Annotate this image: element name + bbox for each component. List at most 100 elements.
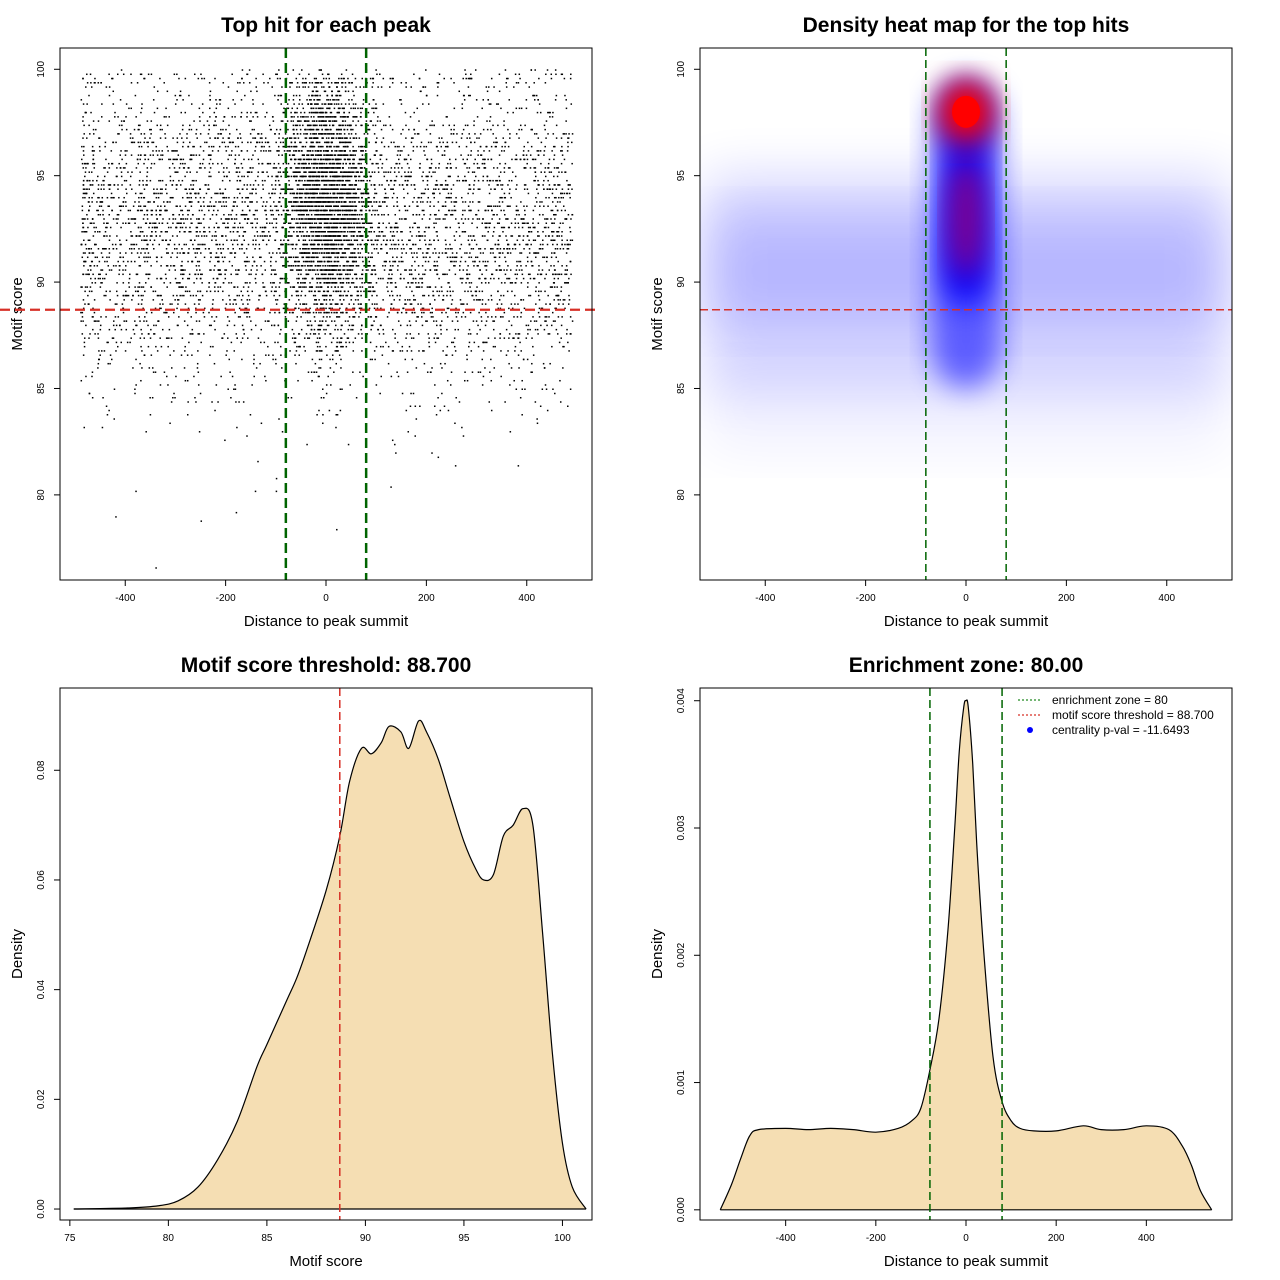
scatter-point — [275, 231, 277, 233]
scatter-point — [266, 162, 269, 165]
scatter-point — [450, 133, 452, 135]
scatter-point — [262, 282, 264, 284]
scatter-point — [173, 243, 176, 246]
scatter-point — [391, 248, 394, 250]
scatter-point — [173, 248, 176, 250]
scatter-point — [277, 171, 280, 173]
scatter-point — [252, 167, 254, 169]
scatter-point — [490, 77, 493, 80]
scatter-point — [538, 77, 540, 80]
scatter-point — [131, 218, 134, 220]
scatter-point — [555, 188, 558, 190]
scatter-point — [241, 248, 243, 250]
scatter-point — [380, 154, 383, 156]
scatter-point — [459, 299, 462, 301]
scatter-point — [547, 333, 550, 335]
scatter-point — [325, 77, 328, 80]
scatter-point — [471, 371, 474, 373]
scatter-point — [373, 107, 375, 110]
scatter-point — [213, 362, 216, 365]
scatter-point — [490, 358, 492, 361]
scatter-point — [379, 345, 382, 348]
scatter-point — [335, 324, 337, 327]
scatter-point — [227, 107, 230, 110]
scatter-point — [402, 243, 404, 246]
scatter-point — [514, 345, 517, 348]
scatter-point — [567, 137, 569, 139]
scatter-point — [380, 231, 383, 233]
scatter-point — [558, 235, 560, 237]
scatter-point — [217, 192, 219, 195]
scatter-point — [282, 171, 285, 173]
scatter-point — [153, 86, 156, 88]
scatter-point — [271, 184, 273, 186]
chart-0-points — [80, 69, 574, 569]
scatter-point — [446, 307, 449, 310]
scatter-point — [555, 213, 557, 216]
scatter-point — [412, 392, 415, 395]
scatter-point — [325, 320, 327, 322]
scatter-point — [536, 422, 539, 425]
scatter-point — [526, 188, 529, 190]
scatter-point — [506, 277, 508, 280]
scatter-point — [265, 379, 267, 382]
scatter-point — [193, 145, 195, 148]
scatter-point — [97, 175, 99, 178]
scatter-point — [477, 150, 479, 152]
scatter-point — [424, 231, 426, 233]
scatter-point — [255, 239, 257, 242]
scatter-point — [121, 303, 124, 305]
scatter-point — [106, 235, 108, 237]
scatter-point — [140, 345, 142, 348]
scatter-point — [478, 201, 481, 203]
scatter-point — [100, 201, 102, 203]
scatter-point — [515, 107, 518, 110]
scatter-point — [93, 311, 96, 314]
scatter-point — [233, 222, 236, 224]
scatter-point — [492, 328, 495, 331]
scatter-point — [501, 184, 504, 186]
scatter-point — [348, 265, 350, 267]
scatter-point — [538, 184, 540, 186]
scatter-point — [379, 120, 382, 122]
scatter-point — [541, 248, 544, 250]
scatter-point — [250, 273, 252, 276]
scatter-point — [433, 226, 435, 229]
scatter-point — [345, 239, 348, 242]
scatter-point — [313, 77, 316, 80]
scatter-point — [214, 265, 216, 267]
scatter-point — [361, 350, 363, 352]
scatter-point — [304, 179, 306, 182]
scatter-point — [494, 145, 497, 148]
scatter-point — [478, 299, 481, 301]
scatter-point — [564, 307, 566, 310]
scatter-point — [117, 116, 119, 118]
scatter-point — [467, 77, 470, 80]
scatter-point — [125, 320, 128, 322]
scatter-point — [229, 179, 231, 182]
scatter-point — [451, 256, 454, 259]
scatter-point — [211, 316, 213, 318]
scatter-point — [444, 239, 447, 242]
scatter-point — [370, 316, 373, 318]
scatter-point — [121, 184, 123, 186]
scatter-point — [390, 167, 393, 169]
scatter-point — [119, 324, 121, 327]
scatter-point — [376, 120, 379, 122]
scatter-point — [395, 226, 397, 229]
scatter-point — [352, 350, 355, 352]
scatter-point — [234, 145, 237, 148]
scatter-point — [156, 218, 158, 220]
scatter-point — [419, 162, 421, 165]
scatter-point — [111, 337, 114, 339]
scatter-point — [429, 269, 432, 271]
scatter-point — [177, 303, 179, 305]
scatter-point — [335, 414, 337, 416]
scatter-point — [416, 252, 418, 254]
scatter-point — [367, 282, 369, 284]
scatter-point — [520, 128, 523, 131]
scatter-point — [289, 350, 291, 352]
scatter-point — [545, 120, 548, 122]
scatter-point — [159, 188, 162, 190]
scatter-point — [502, 231, 504, 233]
